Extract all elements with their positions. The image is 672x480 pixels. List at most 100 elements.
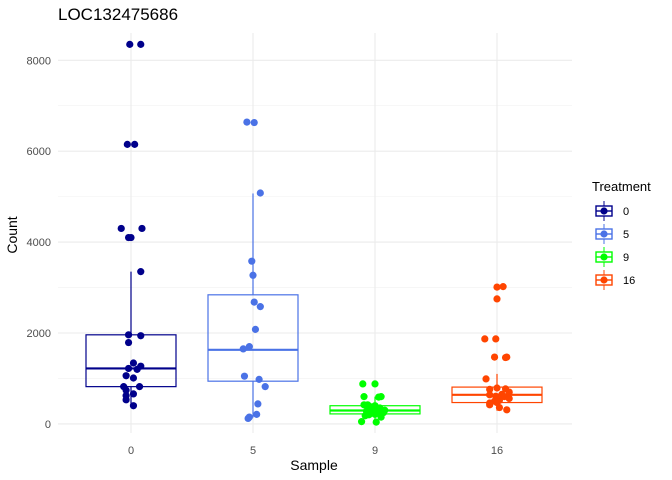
- data-point: [137, 268, 145, 276]
- legend-key-point: [600, 276, 608, 284]
- data-point: [261, 383, 269, 391]
- data-point: [129, 390, 138, 398]
- data-point: [131, 140, 139, 148]
- data-point: [501, 353, 510, 362]
- y-tick-label: 6000: [27, 146, 51, 158]
- data-point: [486, 401, 494, 409]
- y-tick-label: 0: [45, 419, 51, 431]
- data-point: [249, 271, 257, 279]
- data-point: [117, 224, 125, 233]
- data-point: [122, 396, 130, 404]
- data-point: [493, 384, 501, 392]
- data-point: [357, 418, 366, 426]
- data-point: [250, 118, 258, 127]
- x-tick-label: 5: [250, 445, 256, 457]
- data-point: [375, 393, 383, 401]
- data-point: [122, 372, 130, 380]
- data-point: [240, 372, 249, 380]
- data-point: [137, 40, 145, 48]
- data-point: [244, 414, 252, 423]
- data-point: [243, 118, 251, 126]
- y-axis-title: Count: [4, 216, 20, 253]
- x-tick-label: 0: [128, 445, 134, 457]
- data-point: [254, 400, 262, 408]
- data-point: [129, 402, 138, 410]
- data-point: [126, 40, 134, 48]
- box-5: [207, 193, 299, 418]
- data-point: [490, 353, 499, 361]
- data-point: [250, 298, 258, 306]
- data-point: [499, 283, 507, 291]
- points: [117, 40, 513, 426]
- x-tick-label: 16: [491, 445, 503, 457]
- legend: Treatment 0 5 9 16: [592, 179, 651, 290]
- data-point: [503, 406, 511, 414]
- data-point: [505, 394, 513, 403]
- data-point: [123, 140, 131, 148]
- data-point: [505, 388, 513, 396]
- boxes: [85, 193, 543, 422]
- data-point: [124, 331, 133, 339]
- points-9: [357, 380, 389, 426]
- x-axis-title: Sample: [290, 457, 338, 473]
- legend-item-16: 16: [595, 270, 635, 290]
- data-point: [371, 380, 379, 388]
- data-point: [251, 325, 260, 333]
- data-point: [372, 418, 380, 426]
- data-point: [360, 401, 368, 409]
- data-point: [135, 383, 144, 391]
- y-tick-label: 8000: [27, 55, 51, 67]
- data-point: [256, 189, 264, 197]
- legend-title: Treatment: [592, 179, 651, 194]
- data-point: [248, 257, 256, 265]
- data-point: [137, 332, 145, 340]
- data-point: [133, 365, 141, 373]
- data-point: [359, 380, 367, 388]
- legend-item-5: 5: [595, 224, 629, 244]
- data-point: [377, 413, 385, 421]
- points-0: [117, 40, 146, 410]
- data-point: [492, 335, 500, 343]
- data-point: [124, 364, 133, 373]
- box-0: [85, 271, 177, 406]
- legend-key-point: [600, 253, 608, 261]
- data-point: [493, 295, 501, 303]
- data-point: [360, 393, 368, 401]
- data-point: [371, 410, 379, 418]
- data-point: [138, 224, 146, 233]
- y-tick-label: 4000: [27, 237, 51, 249]
- data-point: [253, 410, 261, 418]
- data-point: [256, 303, 264, 311]
- data-point: [239, 345, 247, 353]
- x-tick-labels: 0 5 9 16: [128, 445, 503, 457]
- legend-label: 16: [623, 275, 635, 287]
- x-tick-label: 9: [372, 445, 378, 457]
- data-point: [361, 412, 369, 420]
- legend-label: 9: [623, 252, 629, 264]
- points-16: [481, 283, 513, 414]
- points-5: [239, 118, 269, 423]
- legend-item-0: 0: [595, 201, 629, 221]
- y-tick-labels: 0 2000 4000 6000 8000: [27, 55, 51, 431]
- data-point: [486, 391, 494, 399]
- data-point: [481, 335, 489, 343]
- legend-key-point: [600, 230, 608, 238]
- legend-key-point: [600, 207, 608, 215]
- data-point: [482, 375, 490, 383]
- box-rect: [207, 294, 299, 382]
- data-point: [124, 338, 133, 347]
- legend-item-9: 9: [595, 247, 629, 267]
- data-point: [255, 375, 263, 383]
- data-point: [486, 385, 494, 393]
- data-point: [495, 403, 504, 412]
- data-point: [129, 359, 138, 367]
- y-tick-label: 2000: [27, 328, 51, 340]
- legend-label: 5: [623, 229, 629, 241]
- chart-title: LOC132475686: [58, 5, 178, 24]
- legend-label: 0: [623, 206, 629, 218]
- data-point: [245, 343, 253, 351]
- data-point: [493, 283, 501, 291]
- data-point: [127, 233, 135, 242]
- data-point: [122, 386, 130, 394]
